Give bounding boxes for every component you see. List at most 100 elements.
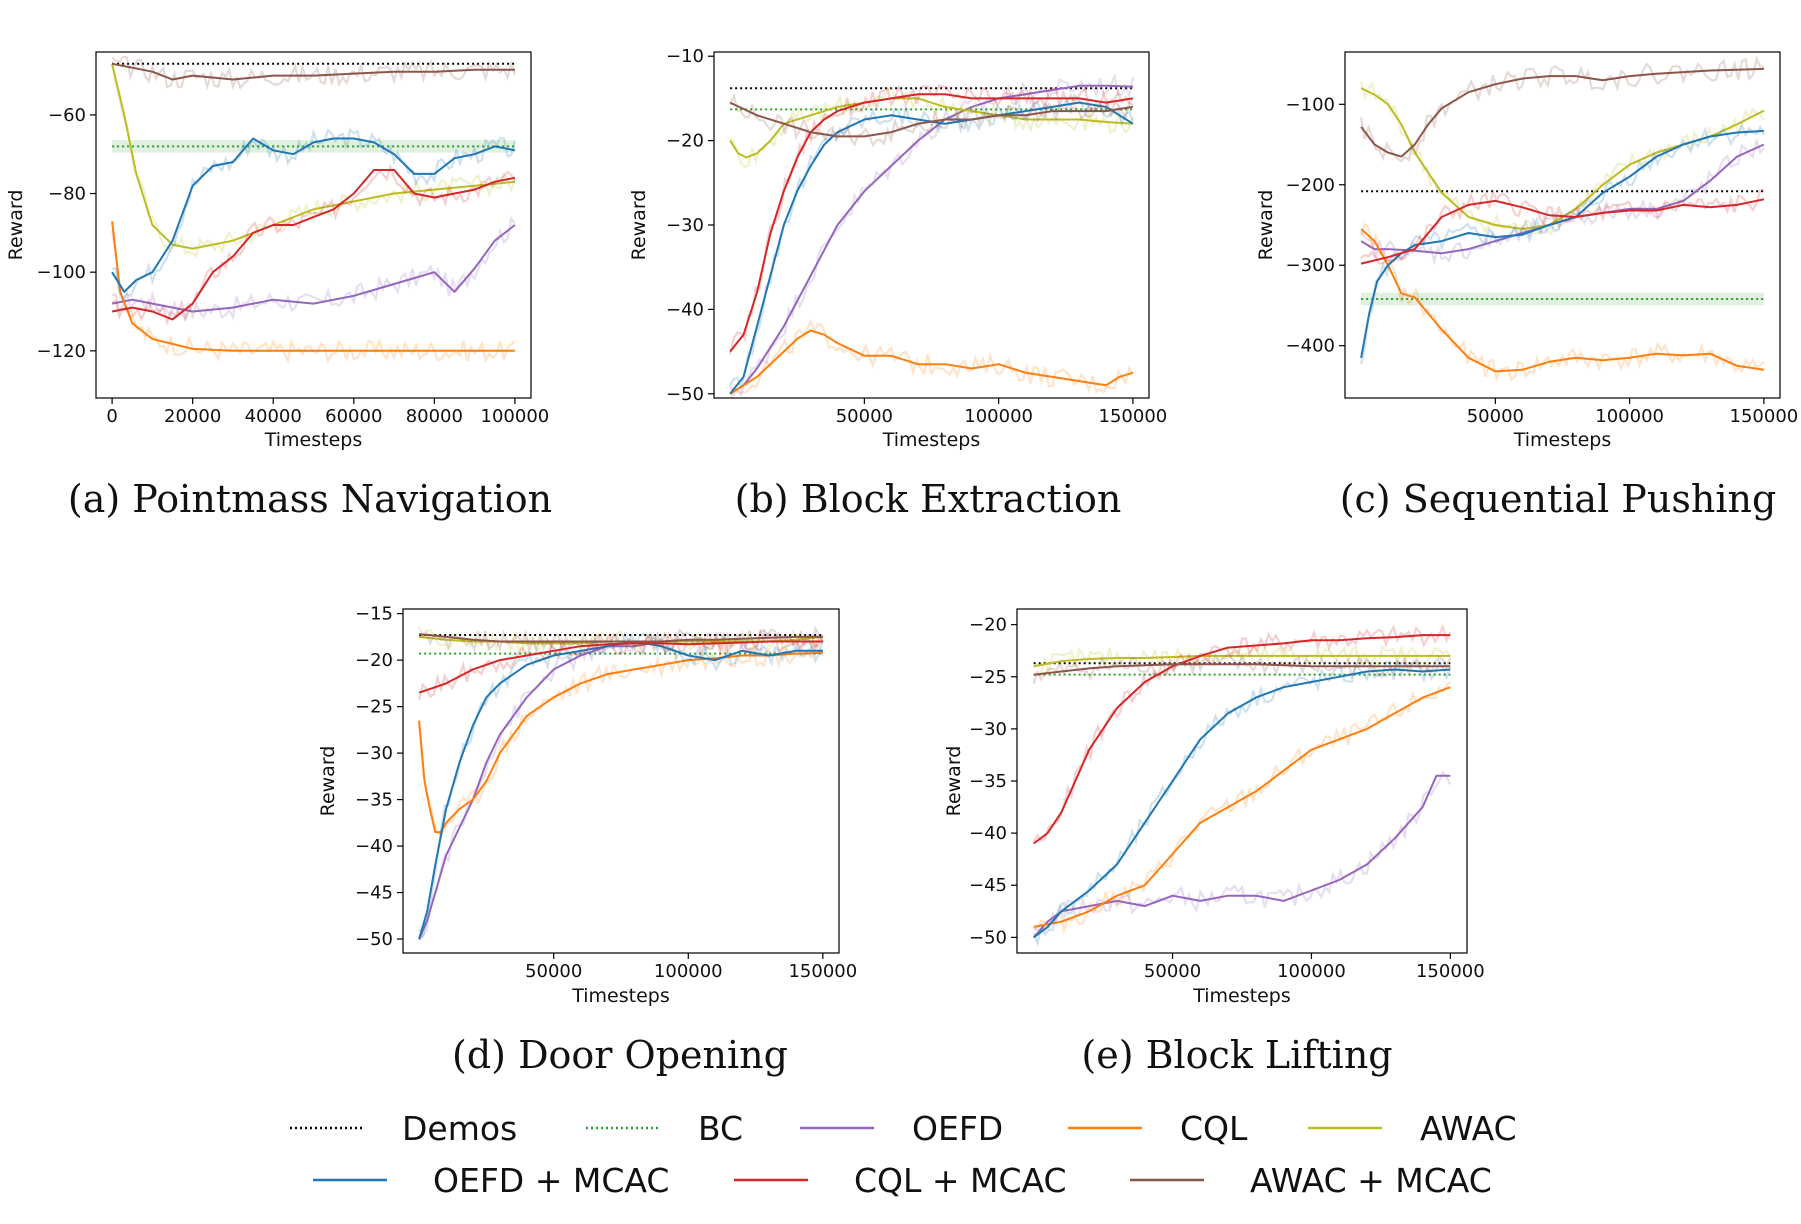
- raw-trace-awac-plus-mcac: [1360, 55, 1765, 163]
- series-awac-plus-mcac: [1033, 663, 1451, 676]
- legend-label: BC: [698, 1109, 743, 1148]
- y-tick-label: −50: [355, 929, 393, 950]
- chart-panel-4: 50000 100000 150000 −50 −45 −40 −35 −30 −25 −20 −1…: [317, 604, 857, 1077]
- series-oefd-plus-mcac: [111, 137, 516, 293]
- y-tick-label: −40: [355, 836, 393, 857]
- series-cql-plus-mcac: [111, 169, 516, 321]
- raw-trace-awac-plus-mcac: [1032, 652, 1452, 684]
- series-cql: [729, 329, 1134, 395]
- legend-item-oefd-plus-mcac: OEFD + MCAC: [313, 1161, 669, 1200]
- raw-trace-awac: [1033, 643, 1452, 676]
- x-tick-label: 150000: [1099, 406, 1168, 427]
- series-cql-plus-mcac: [729, 93, 1134, 353]
- x-tick-label: 150000: [1730, 406, 1799, 427]
- axes-frame: [402, 608, 840, 954]
- y-tick-label: −15: [355, 604, 393, 625]
- series-cql: [1033, 686, 1451, 928]
- y-tick-label: −100: [37, 262, 86, 283]
- legend-label: CQL + MCAC: [854, 1161, 1067, 1200]
- x-tick-label: 50000: [1144, 961, 1201, 982]
- x-tick-label: 100000: [1595, 406, 1664, 427]
- raw-trace-cql-plus-mcac: [1032, 623, 1452, 843]
- raw-trace-cql-plus-mcac: [418, 628, 824, 700]
- x-axis-label: Timesteps: [882, 429, 981, 451]
- chart-panel-5: 50000 100000 150000 −50 −45 −40 −35 −30 −25 −20 Ti…: [943, 608, 1485, 1077]
- series-cql-plus-mcac: [1360, 198, 1765, 265]
- legend-label: OEFD: [912, 1109, 1003, 1148]
- y-axis-label: Reward: [943, 746, 965, 817]
- panel-caption: (e) Block Lifting: [1081, 1033, 1392, 1077]
- raw-trace-cql: [418, 639, 824, 836]
- x-tick-label: 150000: [1416, 961, 1485, 982]
- raw-trace-oefd-plus-mcac: [111, 127, 516, 302]
- series-awac: [1033, 654, 1451, 668]
- y-tick-label: −40: [969, 823, 1007, 844]
- y-tick-label: −45: [969, 875, 1007, 896]
- legend-item-awac-plus-mcac: AWAC + MCAC: [1130, 1161, 1492, 1200]
- series-oefd: [111, 224, 516, 313]
- raw-trace-oefd-plus-mcac: [1032, 659, 1452, 948]
- x-tick-label: 20000: [164, 406, 221, 427]
- plot-area: [1360, 55, 1765, 383]
- x-axis-label: Timesteps: [1513, 429, 1612, 451]
- series-oefd-plus-mcac: [1033, 668, 1451, 939]
- legend-label: Demos: [402, 1109, 517, 1148]
- raw-trace-cql: [730, 318, 1134, 398]
- x-tick-label: 100000: [964, 406, 1033, 427]
- raw-trace-awac: [111, 63, 516, 258]
- x-axis-label: Timesteps: [1192, 985, 1291, 1007]
- legend-label: OEFD + MCAC: [433, 1161, 669, 1200]
- raw-trace-cql: [111, 230, 516, 365]
- plot-area: [1032, 623, 1452, 948]
- raw-trace-cql: [1360, 222, 1765, 383]
- x-axis-label: Timesteps: [264, 429, 363, 451]
- y-tick-label: −100: [1286, 94, 1335, 115]
- panel-caption: (d) Door Opening: [452, 1033, 788, 1077]
- plot-area: [729, 72, 1134, 398]
- series-cql-plus-mcac: [418, 640, 823, 694]
- legend-label: CQL: [1180, 1109, 1248, 1148]
- x-tick-label: 80000: [406, 406, 463, 427]
- y-axis-label: Reward: [317, 746, 339, 817]
- series-awac-plus-mcac: [1360, 67, 1764, 158]
- series-awac-plus-mcac: [729, 101, 1134, 138]
- y-tick-label: −35: [355, 790, 393, 811]
- y-axis-label: Reward: [1255, 190, 1277, 261]
- y-tick-label: −50: [969, 927, 1007, 948]
- x-tick-label: 0: [106, 406, 117, 427]
- y-tick-label: −25: [969, 667, 1007, 688]
- x-tick-label: 60000: [325, 406, 382, 427]
- x-tick-label: 100000: [1277, 961, 1346, 982]
- plot-area: [418, 625, 824, 941]
- raw-trace-oefd: [418, 628, 824, 940]
- y-tick-label: −20: [355, 650, 393, 671]
- raw-trace-awac-plus-mcac: [418, 625, 824, 655]
- panel-caption: (a) Pointmass Navigation: [68, 477, 552, 521]
- y-tick-label: −45: [355, 883, 393, 904]
- raw-trace-awac: [1360, 80, 1765, 236]
- y-axis-label: Reward: [628, 190, 650, 261]
- panel-caption: (b) Block Extraction: [735, 477, 1122, 521]
- y-tick-label: −300: [1286, 255, 1335, 276]
- series-oefd-plus-mcac: [418, 640, 823, 940]
- series-cql: [111, 220, 515, 352]
- y-tick-label: −50: [666, 384, 704, 405]
- y-tick-label: −400: [1286, 336, 1335, 357]
- y-tick-label: −10: [666, 46, 704, 67]
- y-tick-label: −120: [37, 341, 86, 362]
- y-tick-label: −20: [969, 615, 1007, 636]
- legend-label: AWAC: [1420, 1109, 1517, 1148]
- y-tick-label: −20: [666, 131, 704, 152]
- x-tick-label: 40000: [245, 406, 302, 427]
- x-tick-label: 150000: [788, 961, 857, 982]
- y-tick-label: −25: [355, 697, 393, 718]
- y-tick-label: −30: [666, 215, 704, 236]
- y-tick-label: −200: [1286, 175, 1335, 196]
- chart-panel-1: 0 20000 40000 60000 80000 100000 −120 −100 −80 −6…: [5, 51, 552, 521]
- y-tick-label: −30: [355, 743, 393, 764]
- chart-panel-2: 50000 100000 150000 −50 −40 −30 −20 −10 Timestep…: [628, 46, 1167, 521]
- chart-panel-3: 50000 100000 150000 −400 −300 −200 −100 Timeste…: [1255, 51, 1799, 521]
- raw-trace-awac-plus-mcac: [729, 92, 1134, 148]
- series-cql: [1360, 228, 1765, 373]
